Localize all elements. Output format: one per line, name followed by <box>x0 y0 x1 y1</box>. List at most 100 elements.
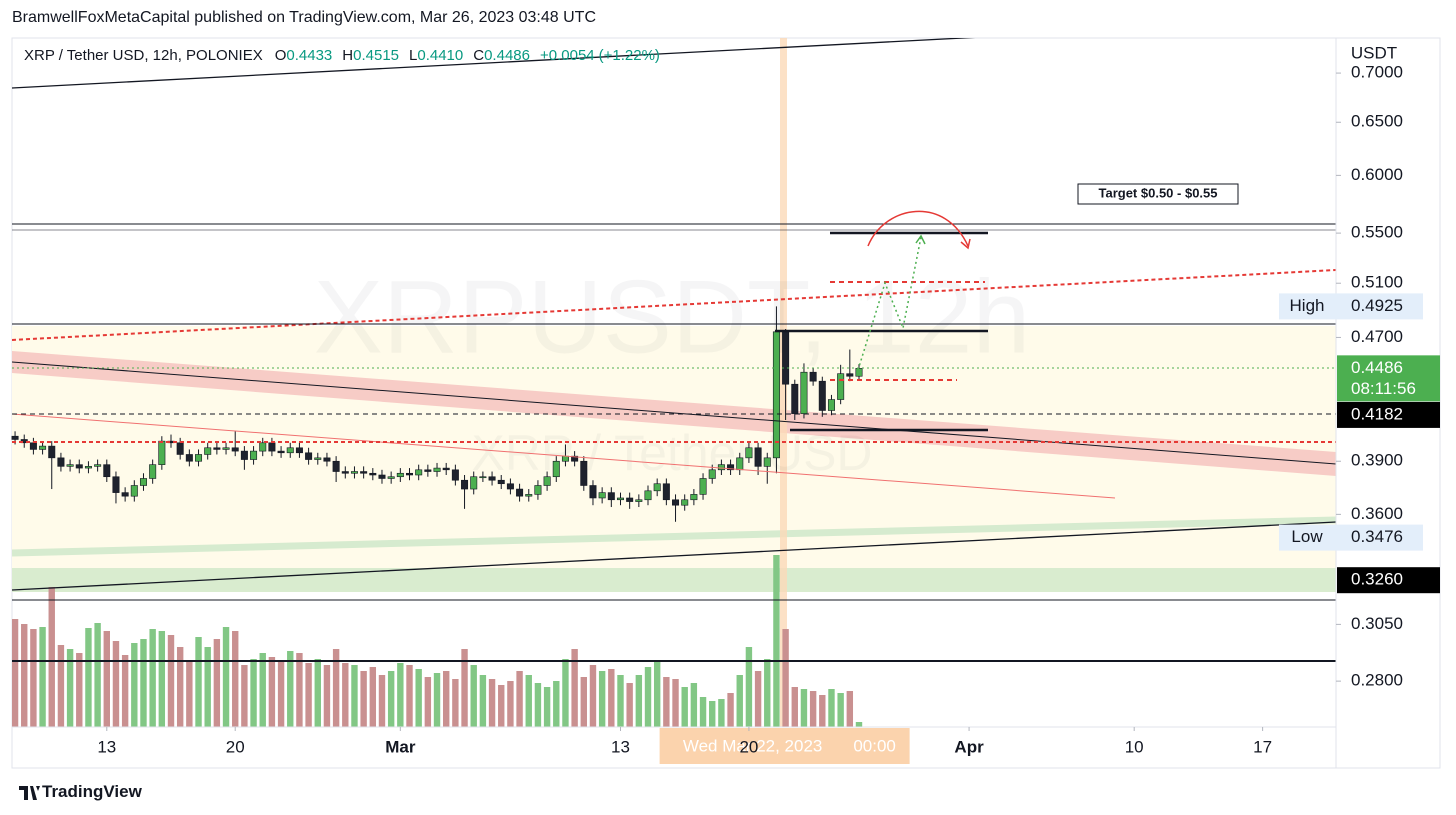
candle-body <box>94 464 102 467</box>
volume-bar <box>782 629 789 727</box>
volume-bar <box>837 693 844 727</box>
volume-bar <box>819 695 826 727</box>
volume-bar <box>580 677 587 727</box>
volume-bar <box>424 677 432 727</box>
volume-bar <box>635 675 643 727</box>
volume-bar <box>800 689 808 727</box>
candle-body <box>580 460 588 486</box>
candle-body <box>681 499 689 506</box>
y-tick-label: 0.2800 <box>1351 671 1403 690</box>
volume-bar <box>846 691 854 727</box>
candle-body <box>323 457 331 462</box>
price-label-box <box>1337 401 1440 428</box>
candle-body <box>84 466 92 469</box>
candle-body <box>846 373 854 377</box>
candle-body <box>561 455 569 462</box>
candle-body <box>662 483 670 501</box>
candle-body <box>451 469 459 481</box>
publisher-line: BramwellFoxMetaCapital published on Trad… <box>12 9 596 26</box>
volume-bar <box>296 653 303 727</box>
y-tick-label: 0.3900 <box>1351 451 1403 470</box>
volume-bar <box>85 628 92 727</box>
candle-body <box>754 447 762 467</box>
trend-line <box>12 521 1336 591</box>
volume-bar <box>626 683 633 727</box>
y-tick-label: 0.6500 <box>1351 112 1403 131</box>
candle-body <box>616 497 624 501</box>
candle-body <box>103 464 111 478</box>
candle-body <box>29 442 37 450</box>
volume-bar <box>140 639 147 727</box>
volume-bar <box>149 629 156 727</box>
candle-body <box>800 371 808 414</box>
candle-body <box>727 464 735 471</box>
volume-bar <box>186 661 193 727</box>
crosshair-label: Wed Mar 22, 2023 <box>683 736 823 755</box>
candle-body <box>470 476 478 490</box>
green-trend <box>12 516 1336 557</box>
volume-bar <box>433 673 441 727</box>
candle-body <box>699 478 707 495</box>
candle-body <box>268 442 276 452</box>
volume-bar <box>745 647 753 727</box>
volume-bar <box>442 671 450 727</box>
candle-body <box>690 494 698 501</box>
candle-body <box>791 383 799 414</box>
x-tick-label: 13 <box>97 737 116 756</box>
candle-body <box>11 435 19 440</box>
volume-bar <box>66 649 74 727</box>
volume-bar <box>754 671 762 727</box>
volume-bar <box>644 667 652 727</box>
volume-bar <box>323 665 331 727</box>
price-label-box <box>1279 293 1423 320</box>
volume-bar <box>598 671 606 727</box>
volume-bar <box>121 655 129 727</box>
volume-bar <box>791 687 798 727</box>
x-tick-label: 20 <box>226 737 245 756</box>
candle-body <box>506 483 514 490</box>
candle-body <box>314 457 322 460</box>
volume-bar <box>672 679 679 727</box>
dotted-trend <box>12 269 1336 341</box>
volume-bar <box>332 649 340 727</box>
logo <box>19 786 40 800</box>
x-tick-label: Apr <box>954 737 984 756</box>
trend-line <box>12 413 1116 499</box>
candle-body <box>185 454 193 462</box>
volume-bar <box>415 669 422 727</box>
volume-bar <box>57 645 65 727</box>
candle-body <box>552 460 560 478</box>
candle-body <box>295 447 303 454</box>
candle-body <box>75 464 83 469</box>
candle-body <box>360 471 368 474</box>
candle-body <box>516 488 524 497</box>
price-label-value: 0.3476 <box>1351 527 1403 546</box>
candle-body <box>827 399 835 411</box>
candle-body <box>598 492 606 499</box>
volume-bar <box>131 643 138 727</box>
candle-body <box>57 457 65 467</box>
volume-bar <box>461 649 468 727</box>
y-tick-label: 0.3050 <box>1351 614 1403 633</box>
volume-bar <box>287 651 294 727</box>
price-label-value: 0.4925 <box>1351 296 1403 315</box>
y-tick-label: 0.5100 <box>1351 273 1403 292</box>
volume-bar <box>488 679 496 727</box>
candles <box>11 306 863 522</box>
volume-bar <box>195 637 202 727</box>
drawings <box>12 38 1336 662</box>
volume-bar <box>342 663 349 727</box>
y-tick-label: 0.4700 <box>1351 327 1403 346</box>
x-tick-label: 13 <box>611 737 630 756</box>
annotation: Target $0.50 - $0.55 <box>1099 185 1218 200</box>
candle-body <box>837 373 845 400</box>
ohlc-key: C <box>473 47 485 64</box>
candle-body <box>195 454 203 462</box>
candle-body <box>644 490 652 501</box>
volume-bar <box>617 675 624 727</box>
volume-bar <box>103 631 110 727</box>
price-label-name: High <box>1290 296 1325 315</box>
arrow-head <box>960 238 971 250</box>
volume-bar <box>369 667 377 727</box>
